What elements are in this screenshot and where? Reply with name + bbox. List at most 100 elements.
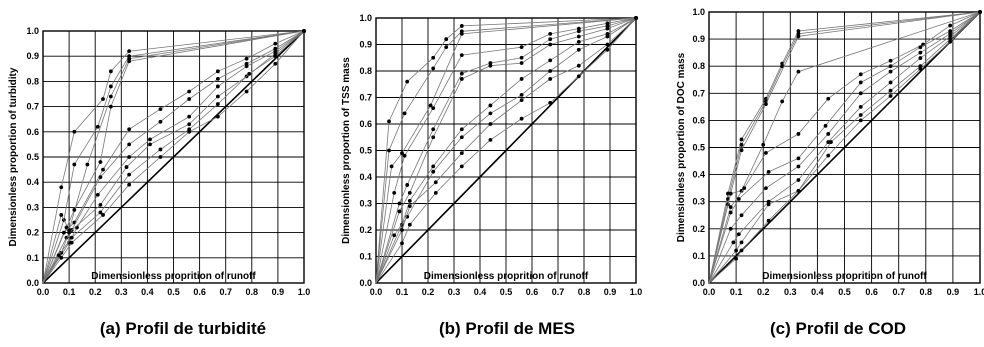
data-point [244, 56, 249, 61]
data-point [548, 58, 553, 63]
data-point [728, 210, 733, 215]
data-point [187, 89, 192, 94]
y-tick-label: 0.3 [26, 202, 39, 212]
plot-frame [708, 11, 981, 284]
data-point [888, 69, 893, 74]
y-tick-label: 0.1 [692, 251, 705, 261]
data-point [796, 29, 801, 33]
data-point [739, 137, 744, 142]
data-point [605, 24, 610, 28]
data-point [918, 67, 923, 71]
y-tick-label: 0.5 [359, 146, 372, 156]
data-point [728, 226, 733, 231]
data-point [215, 84, 220, 89]
y-tick-label: 0.6 [692, 115, 705, 125]
plot-frame [42, 30, 305, 284]
data-point [389, 164, 394, 169]
data-point [796, 34, 801, 39]
data-point [948, 31, 953, 36]
data-point [576, 63, 581, 68]
data-point [739, 240, 744, 245]
data-point [59, 185, 64, 190]
data-point [739, 213, 744, 218]
y-tick-label: 0.7 [692, 88, 705, 98]
y-tick-label: 0.7 [26, 102, 39, 112]
y-tick-label: 0.6 [26, 127, 39, 137]
data-point [519, 77, 524, 81]
data-point [780, 64, 785, 69]
data-point [728, 191, 733, 196]
data-point [948, 34, 953, 39]
data-point [736, 232, 741, 237]
data-point [918, 50, 923, 55]
data-point [605, 21, 610, 26]
x-tick-label: 0.4 [474, 287, 487, 297]
data-point [127, 182, 132, 187]
x-tick-label: 0.8 [920, 287, 933, 297]
y-tick-label: 0.9 [692, 34, 705, 44]
data-point [127, 155, 132, 159]
chart-panel-1: 0.0 0.1 0.2 0.3 0.4 0.5 0.6 0.7 0.8 0.9 1.0 0.0 0.1 0… [8, 26, 310, 338]
y-tick-label: 0.4 [692, 170, 705, 180]
data-point [519, 98, 524, 103]
data-point [858, 104, 863, 109]
data-point [101, 97, 105, 101]
data-point [605, 42, 610, 47]
data-point [948, 23, 953, 28]
x-tick-label: 0.6 [865, 287, 878, 297]
data-point [148, 142, 152, 147]
data-point [459, 71, 464, 76]
y-tick-label: 1.0 [692, 7, 705, 17]
data-point [273, 41, 278, 46]
data-point [766, 202, 771, 207]
data-point [576, 34, 581, 39]
chart-panel-3: 0.0 0.1 0.2 0.3 0.4 0.5 0.6 0.7 0.8 0.9 1.0 0.0 0.1 0… [676, 7, 984, 338]
reference-line [42, 30, 305, 284]
data-point [428, 103, 433, 108]
data-point [187, 129, 192, 134]
data-point [796, 178, 801, 182]
data-point [392, 191, 397, 195]
data-point [605, 47, 610, 52]
y-tick-label: 0.3 [692, 197, 705, 207]
y-tick-label: 0.5 [692, 143, 705, 153]
data-point [728, 205, 733, 210]
data-point [548, 37, 553, 42]
data-point [548, 77, 553, 81]
data-point [127, 59, 132, 64]
data-point [576, 26, 581, 31]
data-point [459, 29, 464, 34]
data-point [829, 140, 833, 144]
y-tick-label: 0.5 [26, 152, 39, 162]
reference-line [375, 17, 637, 284]
data-point [444, 45, 449, 50]
data-point [764, 186, 768, 191]
data-point [796, 188, 801, 193]
x-tick-label: 0.4 [141, 287, 154, 297]
x-tick-label: 0.8 [578, 287, 591, 297]
data-point [948, 37, 953, 41]
data-point [108, 94, 113, 99]
y-tick-label: 1.0 [26, 26, 39, 36]
data-point [98, 175, 103, 180]
x-tick-label: 0.5 [500, 287, 513, 297]
data-point [459, 77, 464, 81]
x-tick-label: 0.7 [892, 287, 905, 297]
data-point [215, 114, 220, 119]
data-point [823, 123, 828, 128]
data-point [576, 47, 581, 52]
data-point [888, 94, 893, 98]
data-point [888, 58, 893, 63]
data-point [459, 24, 464, 28]
y-tick-label: 0.4 [26, 177, 39, 187]
y-tick-label: 0.8 [26, 76, 39, 86]
series-line-4 [375, 17, 637, 284]
data-point [764, 151, 768, 155]
data-point [576, 74, 581, 79]
data-point [576, 29, 581, 34]
data-point [766, 218, 771, 223]
x-tick-label: 0.0 [37, 287, 50, 297]
data-point [548, 69, 553, 73]
data-point [402, 111, 407, 116]
